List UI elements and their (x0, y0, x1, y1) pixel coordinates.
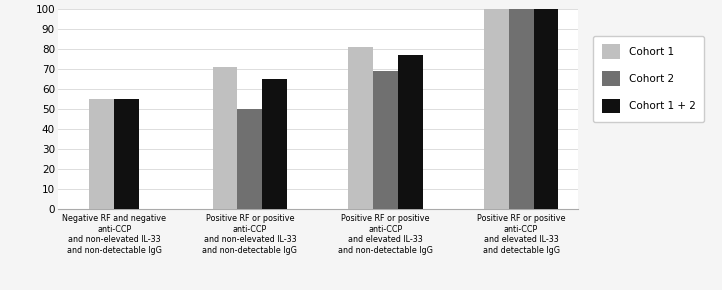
Bar (238, 109, 262, 209)
Bar (509, 9, 534, 209)
Bar (398, 55, 423, 209)
Bar (262, 79, 287, 209)
Bar (534, 9, 558, 209)
Bar (90, 99, 114, 209)
Bar (348, 47, 373, 209)
Bar (212, 67, 238, 209)
Bar (373, 71, 398, 209)
Bar (114, 99, 139, 209)
Legend: Cohort 1, Cohort 2, Cohort 1 + 2: Cohort 1, Cohort 2, Cohort 1 + 2 (593, 36, 704, 122)
Bar (484, 9, 509, 209)
